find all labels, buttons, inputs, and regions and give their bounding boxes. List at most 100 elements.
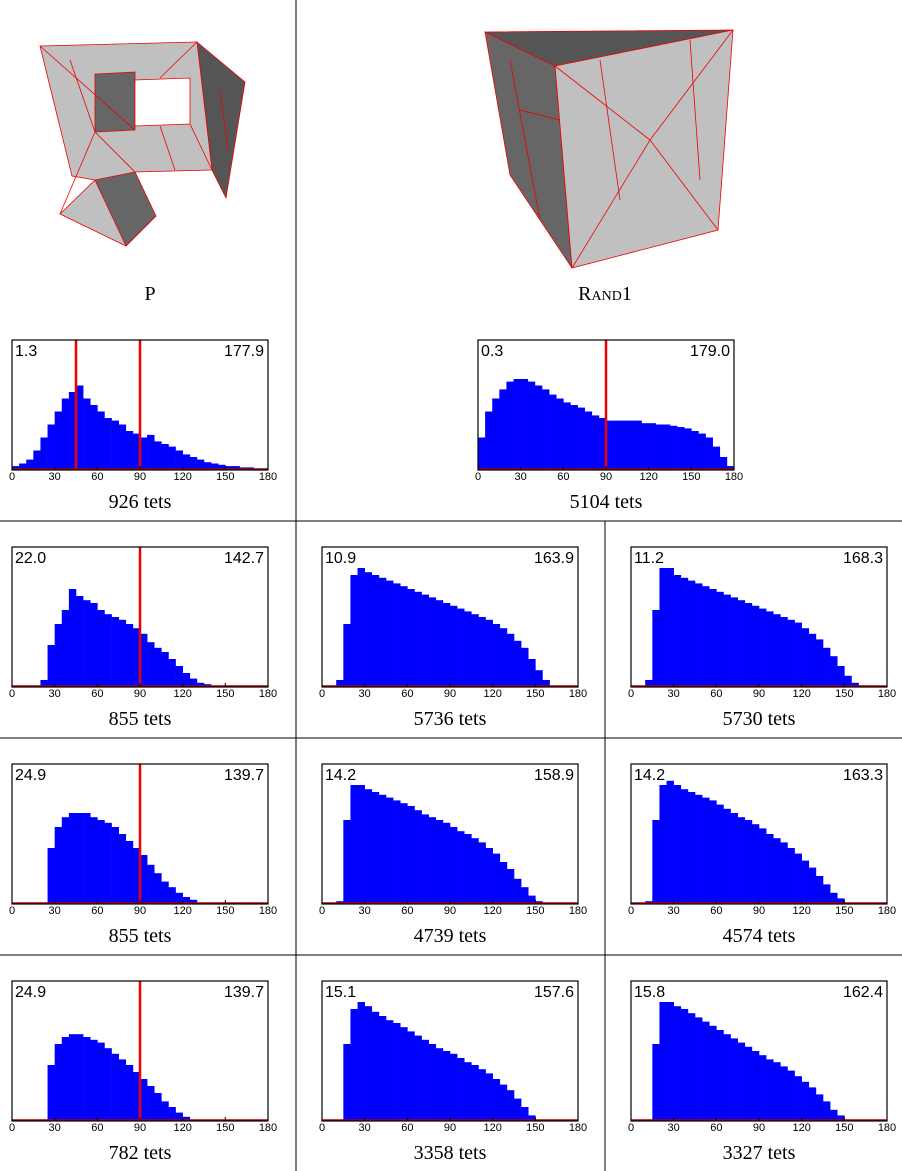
bar [62,399,69,471]
bar [48,848,55,904]
bar [161,444,168,470]
bar [69,1034,76,1121]
bar [709,1026,716,1121]
bar [190,457,197,470]
bar [358,568,365,687]
x-tick-label: 180 [259,905,277,917]
x-tick-label: 60 [401,1122,413,1134]
bar [823,648,830,687]
bar [379,795,386,904]
bar [731,813,738,904]
x-tick-label: 180 [878,905,896,917]
bar [507,634,514,687]
bar [407,1031,414,1121]
bar [83,600,90,687]
min-angle: 14.2 [325,767,356,784]
x-tick-label: 150 [835,905,853,917]
x-tick-label: 120 [173,905,191,917]
x-tick-label: 180 [569,688,587,700]
bar [627,421,634,470]
max-angle: 163.9 [534,550,574,567]
bar [126,1065,133,1121]
bar [90,405,97,470]
bar [486,848,493,904]
bar [62,610,69,687]
min-angle: 24.9 [15,984,46,1001]
x-tick-label: 0 [475,471,481,483]
min-angle: 14.2 [634,767,665,784]
x-tick-label: 150 [526,1122,544,1134]
bar [119,620,126,687]
bar [471,838,478,904]
tet-count: 5730 tets [723,708,796,730]
bar [659,785,666,904]
bar [795,854,802,904]
bar [69,589,76,687]
x-tick-label: 90 [134,1122,146,1134]
bar [709,800,716,904]
bar [667,1002,674,1121]
x-tick-label: 150 [526,688,544,700]
bar [738,600,745,687]
x-tick-label: 90 [753,905,765,917]
bar [62,817,69,904]
bar [787,620,794,687]
bar [429,1044,436,1121]
bar [795,1076,802,1121]
bar [499,389,506,470]
bar [176,451,183,471]
bar [112,617,119,687]
bar [90,603,97,687]
tet-count: 4739 tets [414,925,487,947]
x-tick-label: 150 [216,1122,234,1134]
bar [457,1058,464,1121]
x-tick-label: 60 [91,688,103,700]
bar [493,1079,500,1121]
tet-count: 4574 tets [723,925,796,947]
bar [350,575,357,687]
bar [147,865,154,904]
bar [464,1062,471,1121]
bar [837,666,844,687]
model-label: Rand1 [578,283,632,305]
bar [379,1016,386,1121]
max-angle: 179.0 [690,343,730,360]
bar [478,617,485,687]
x-tick-label: 120 [792,905,810,917]
bar [126,841,133,904]
model-label: P [144,283,155,305]
bar [485,412,492,471]
bar [642,423,649,470]
bar [358,785,365,904]
x-tick-label: 90 [134,905,146,917]
bar [663,425,670,471]
max-angle: 163.3 [843,767,883,784]
bar [147,642,154,687]
x-tick-label: 0 [628,688,634,700]
bar [429,817,436,904]
bar [634,421,641,470]
bar [83,813,90,904]
bar [393,1023,400,1121]
min-angle: 24.9 [15,767,46,784]
bar [119,425,126,471]
bar [780,842,787,904]
bar [450,606,457,687]
bar [745,820,752,904]
bar [709,589,716,687]
x-tick-label: 180 [569,1122,587,1134]
bar [723,1034,730,1121]
bar [154,441,161,470]
min-angle: 1.3 [15,343,37,360]
bar [436,1048,443,1121]
bar [493,854,500,904]
bar [112,827,119,904]
max-angle: 157.6 [534,984,574,1001]
cube-mesh [485,30,733,268]
x-tick-label: 0 [9,905,15,917]
bar [161,882,168,904]
x-tick-label: 0 [9,688,15,700]
x-tick-label: 120 [483,688,501,700]
bar [667,568,674,687]
x-tick-label: 180 [259,471,277,483]
